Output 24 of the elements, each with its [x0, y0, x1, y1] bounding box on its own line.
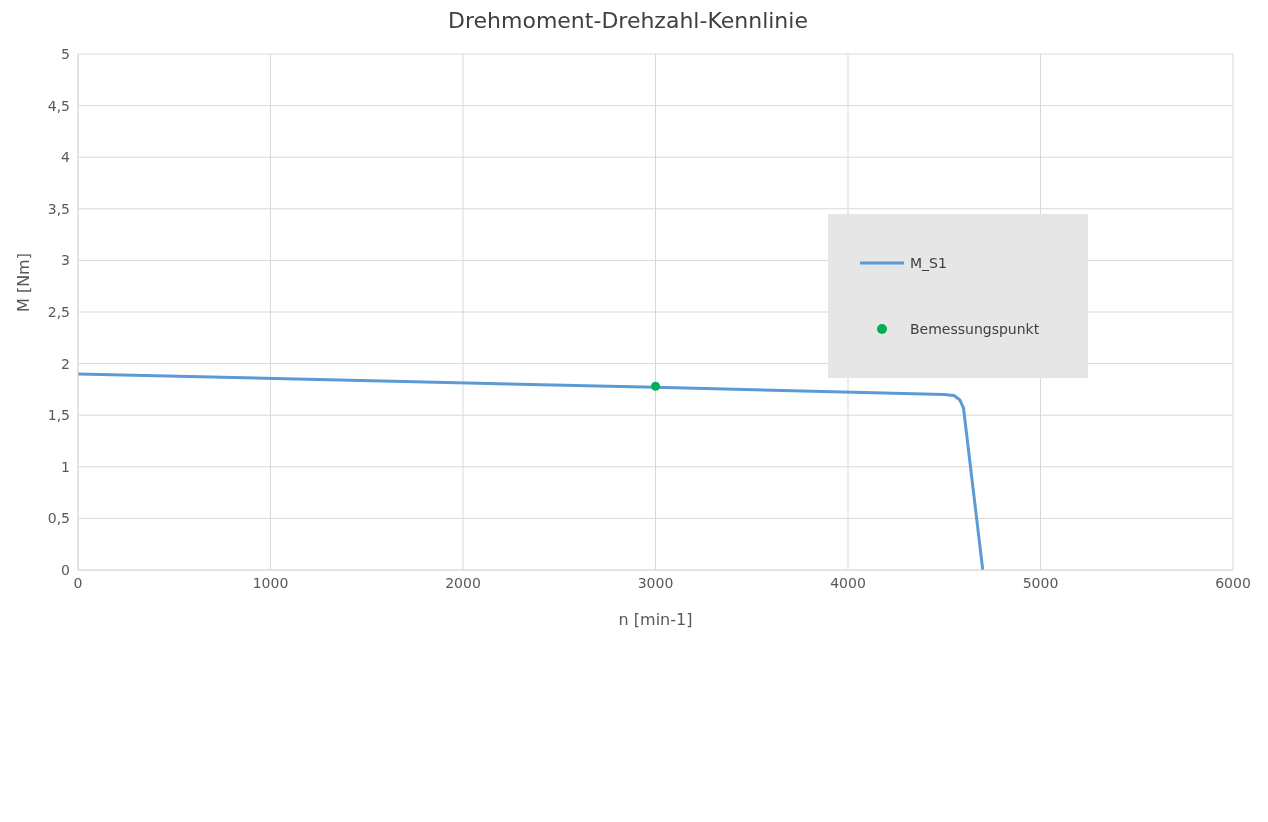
y-tick-label: 4,5	[47, 97, 70, 114]
x-tick-label: 5000	[1022, 574, 1059, 591]
x-tick-label: 4000	[830, 574, 866, 591]
y-tick-label: 0,5	[47, 510, 70, 527]
legend-label: M_S1	[910, 255, 947, 271]
y-tick-label: 5	[61, 45, 70, 62]
y-axis-title: M [Nm]	[13, 253, 33, 312]
y-tick-label: 2,5	[47, 303, 70, 320]
chart-title: Drehmoment-Drehzahl-Kennlinie	[447, 8, 809, 35]
x-tick-label: 3000	[637, 574, 674, 591]
x-tick-label: 2000	[445, 574, 481, 591]
legend-label: Bemessungspunkt	[910, 321, 1040, 337]
x-axis-title: n [min-1]	[618, 610, 693, 629]
y-tick-label: 1,5	[47, 407, 70, 424]
y-tick-label: 3,5	[47, 200, 70, 217]
y-tick-label: 0	[61, 561, 70, 578]
y-tick-label: 3	[61, 252, 70, 269]
y-tick-label: 2	[61, 355, 70, 372]
y-tick-label: 1	[61, 458, 70, 475]
x-tick-label: 6000	[1215, 574, 1251, 591]
line-series	[78, 372, 985, 570]
x-tick-label: 0	[73, 574, 83, 591]
y-tick-label: 4	[61, 149, 71, 166]
x-tick-label: 1000	[252, 574, 289, 591]
